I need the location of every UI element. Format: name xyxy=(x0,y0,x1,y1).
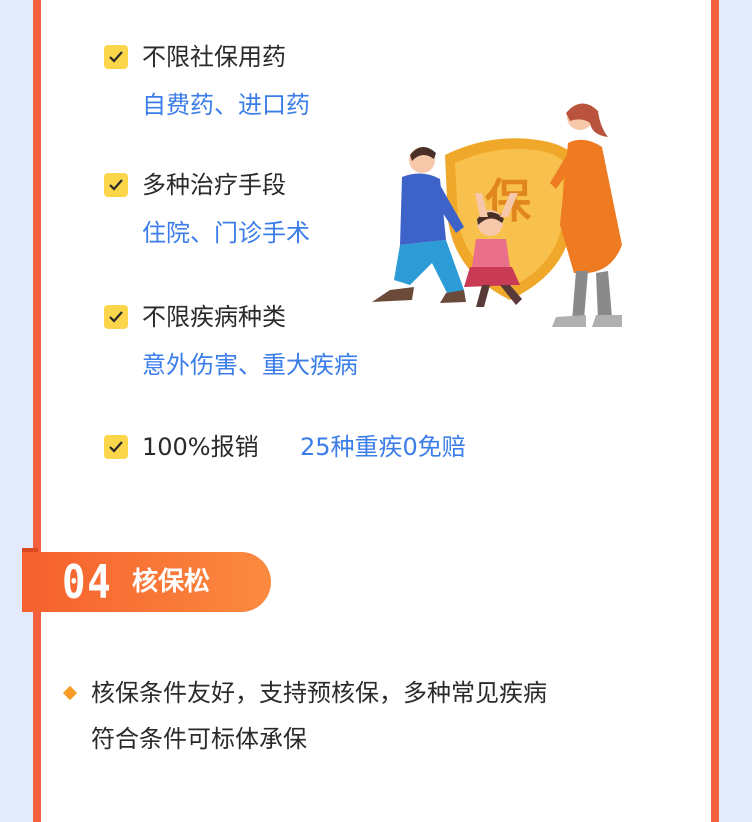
section-title: 核保松 xyxy=(132,567,211,597)
checkbox-icon xyxy=(104,173,128,197)
family-shield-illustration: 保 xyxy=(372,103,622,327)
checkbox-icon xyxy=(104,435,128,459)
feature-title: 100%报销 xyxy=(142,433,259,461)
feature-subtitle: 意外伤害、重大疾病 xyxy=(142,351,358,379)
description-line-1: 核保条件友好，支持预核保，多种常见疾病 xyxy=(91,679,547,707)
feature-highlight: 25种重疾0免赔 xyxy=(300,433,466,461)
content-card xyxy=(33,0,719,822)
section-badge: 04 核保松 xyxy=(22,552,271,612)
feature-title: 多种治疗手段 xyxy=(142,171,286,199)
description-line-2: 符合条件可标体承保 xyxy=(91,725,307,753)
section-number: 04 xyxy=(62,555,113,609)
feature-title: 不限社保用药 xyxy=(142,43,286,71)
feature-subtitle: 住院、门诊手术 xyxy=(142,219,310,247)
checkbox-icon xyxy=(104,305,128,329)
feature-subtitle: 自费药、进口药 xyxy=(142,91,310,119)
feature-title: 不限疾病种类 xyxy=(142,303,286,331)
checkbox-icon xyxy=(104,45,128,69)
